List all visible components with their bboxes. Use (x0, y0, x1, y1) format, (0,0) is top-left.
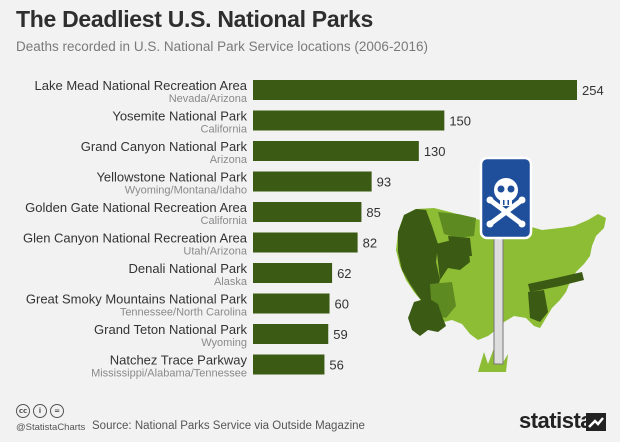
category-sublabel: Wyoming/Montana/Idaho (125, 185, 247, 197)
category-label: Glen Canyon National Recreation Area (23, 231, 248, 246)
bar[interactable] (253, 293, 330, 314)
skull-crossbones-icon (486, 178, 526, 228)
no-derivatives-icon: = (50, 404, 64, 418)
value-label: 59 (333, 327, 347, 342)
category-label: Grand Canyon National Park (81, 139, 248, 154)
us-map-west (398, 209, 440, 306)
source-note: Source: National Parks Service via Outsi… (92, 420, 365, 432)
category-label: Grand Teton National Park (94, 322, 247, 337)
category-label: Yosemite National Park (112, 109, 247, 124)
us-map-montana (438, 212, 476, 238)
bar[interactable] (253, 232, 358, 253)
category-sublabel: California (201, 124, 248, 136)
bar[interactable] (253, 110, 445, 131)
attribution-icon: i (33, 404, 47, 418)
value-label: 130 (424, 144, 446, 159)
us-map-tennessee (528, 272, 584, 292)
cc-icon: cc (16, 404, 30, 418)
bar[interactable] (253, 171, 372, 192)
bar[interactable] (253, 263, 333, 283)
bar[interactable] (253, 354, 325, 375)
category-label: Golden Gate National Recreation Area (25, 200, 248, 215)
chart-title: The Deadliest U.S. National Parks (16, 6, 373, 32)
chart-subtitle: Deaths recorded in U.S. National Park Se… (16, 39, 428, 54)
category-label: Great Smoky Mountains National Park (26, 292, 248, 307)
category-label: Yellowstone National Park (96, 170, 247, 185)
category-sublabel: Mississippi/Alabama/Tennessee (91, 368, 247, 380)
value-label: 150 (449, 114, 471, 129)
category-label: Denali National Park (128, 261, 247, 276)
value-label: 60 (335, 297, 349, 312)
us-map-illustration (396, 156, 606, 372)
category-sublabel: Wyoming (201, 337, 247, 349)
sign-post (493, 233, 504, 365)
category-sublabel: California (201, 215, 248, 227)
category-label: Natchez Trace Parkway (110, 353, 248, 368)
category-sublabel: Tennessee/North Carolina (120, 307, 248, 319)
category-label: Lake Mead National Recreation Area (35, 78, 248, 93)
value-label: 254 (582, 83, 604, 98)
value-label: 85 (366, 205, 380, 220)
category-sublabel: Alaska (214, 276, 248, 288)
statista-logo-icon (586, 413, 606, 431)
value-label: 62 (337, 266, 351, 281)
value-label: 82 (363, 236, 377, 251)
bar[interactable] (253, 80, 577, 100)
bar[interactable] (253, 141, 419, 161)
twitter-handle[interactable]: @StatistaCharts (16, 422, 86, 433)
value-label: 93 (377, 175, 391, 190)
category-sublabel: Arizona (210, 154, 248, 166)
us-map-wyoming (448, 236, 472, 256)
category-sublabel: Utah/Arizona (183, 246, 247, 258)
category-sublabel: Nevada/Arizona (169, 93, 248, 105)
us-map-mississippi-alabama (528, 290, 548, 322)
bar[interactable] (253, 202, 362, 222)
bar[interactable] (253, 324, 329, 344)
statista-logo-text[interactable]: statista (519, 408, 593, 433)
license-icons: cc i = (16, 404, 64, 418)
bars-layer: Lake Mead National Recreation AreaNevada… (23, 78, 604, 380)
value-label: 56 (329, 358, 343, 373)
us-map-alaska (408, 298, 446, 336)
